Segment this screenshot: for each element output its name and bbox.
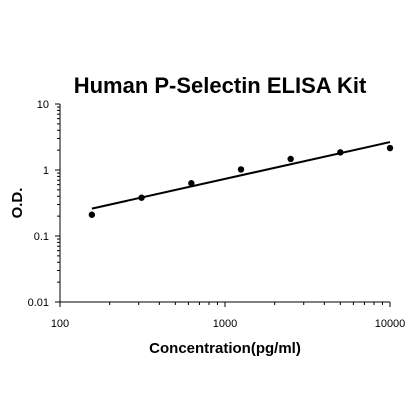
- x-axis-ticks: 100 1000 10000: [51, 302, 405, 330]
- fit-curve: [91, 141, 391, 210]
- x-axis-label: Concentration(pg/ml): [149, 340, 301, 357]
- data-point: [88, 211, 96, 218]
- data-point: [337, 149, 344, 156]
- x-tick-label: 100: [51, 318, 69, 330]
- x-tick-label: 1000: [213, 318, 237, 330]
- plot-axes: [59, 104, 390, 303]
- data-point: [287, 155, 294, 163]
- chart-title: Human P-Selectin ELISA Kit: [74, 73, 367, 98]
- x-tick-label: 10000: [375, 318, 406, 330]
- data-points: [88, 144, 394, 218]
- fit-line: [91, 141, 391, 210]
- y-axis-label: O.D.: [9, 188, 26, 219]
- y-tick-label: 0.01: [28, 297, 49, 309]
- y-tick-label: 1: [43, 165, 49, 177]
- y-axis-ticks: 10 1 0.1 0.01: [28, 99, 60, 309]
- data-point: [237, 166, 245, 173]
- y-tick-label: 0.1: [34, 231, 49, 243]
- data-point: [138, 194, 145, 201]
- y-tick-label: 10: [37, 99, 49, 111]
- data-point: [386, 144, 394, 152]
- data-point: [188, 180, 195, 187]
